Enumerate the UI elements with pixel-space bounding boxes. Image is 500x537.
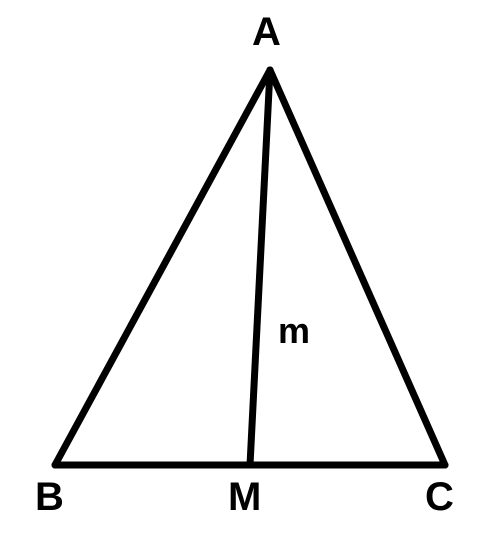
vertex-label-C: C [425, 475, 454, 520]
median-label-m: m [278, 310, 310, 352]
vertex-label-B: B [35, 475, 64, 520]
triangle-diagram [0, 0, 500, 537]
vertex-label-M: M [228, 475, 261, 520]
vertex-label-A: A [252, 10, 281, 55]
